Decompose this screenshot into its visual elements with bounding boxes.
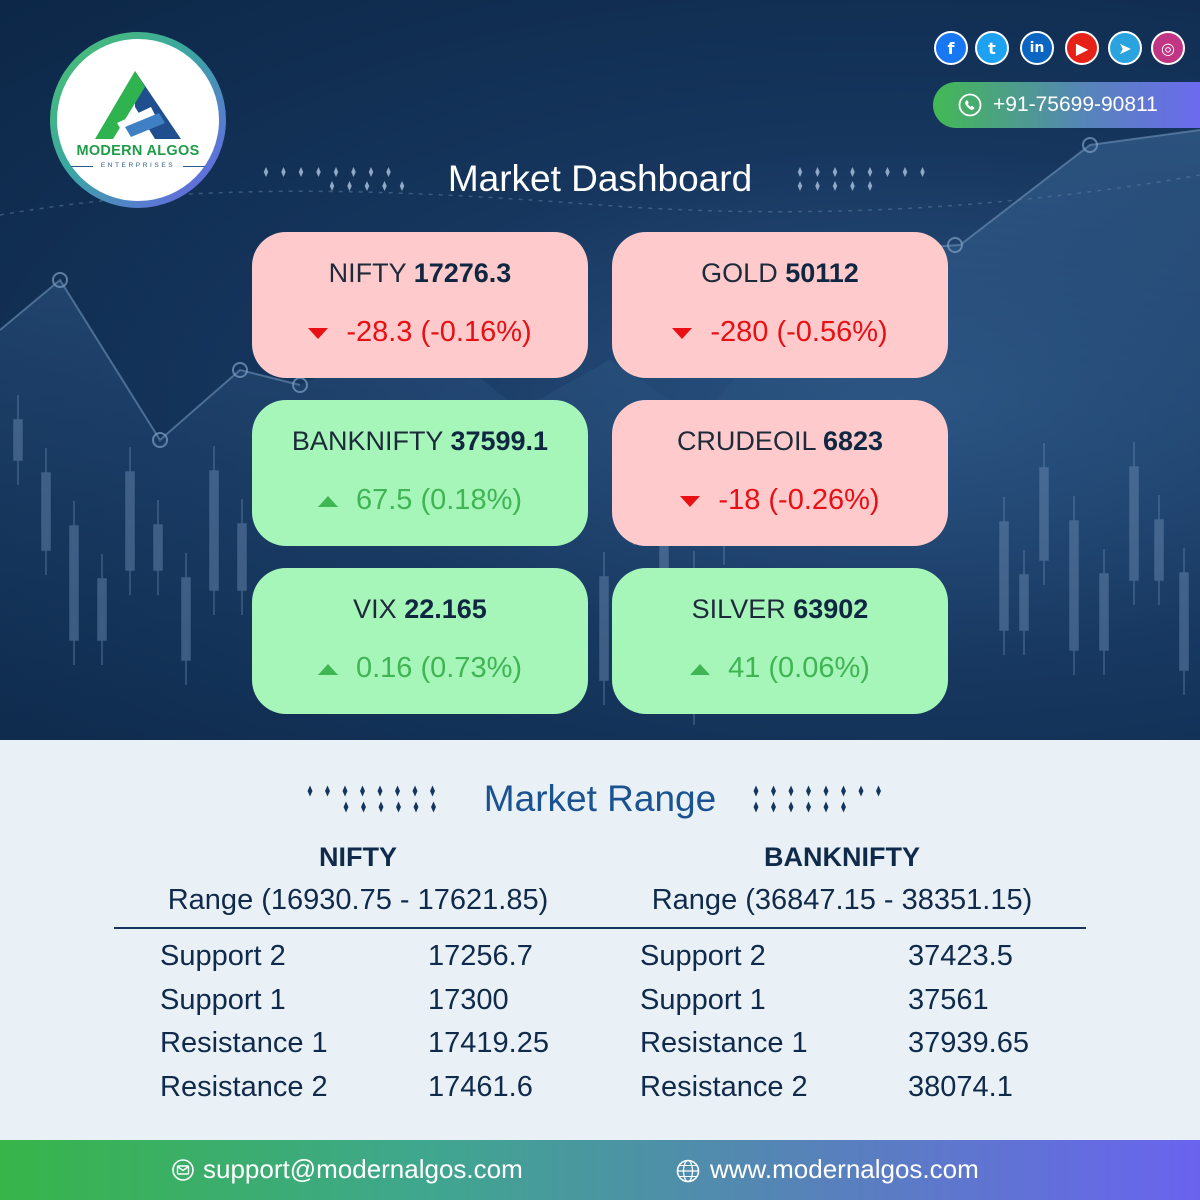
instrument-name: SILVER (691, 594, 786, 624)
support-email-link[interactable]: support@modernalgos.com (203, 1154, 523, 1184)
market-card-banknifty: BANKNIFTY 37599.1 67.5 (0.18%) (252, 400, 588, 546)
card-change: 41 (0.06%) (612, 652, 948, 685)
level-label: Resistance 2 (640, 1071, 808, 1103)
market-card-nifty: NIFTY 17276.3 -28.3 (-0.16%) (252, 232, 588, 378)
triangle-up-icon (317, 495, 338, 507)
card-title: NIFTY 17276.3 (252, 258, 588, 289)
mountain-logo-icon (95, 71, 181, 139)
telegram-icon[interactable]: ➤ (1108, 31, 1142, 65)
instrument-name: VIX (353, 594, 397, 624)
globe-icon (676, 1159, 700, 1183)
facebook-icon[interactable]: f (934, 31, 968, 65)
price-change: -18 (-0.26%) (718, 484, 880, 516)
dashboard-title: Market Dashboard (447, 158, 753, 199)
price-change: 67.5 (0.18%) (355, 484, 523, 516)
range-title: Market Range (483, 778, 717, 819)
triangle-up-icon (317, 663, 338, 675)
dashboard-hero: MODERN ALGOS ENTERPRISES f t in ▶ ➤ ◎ +91-756… (0, 0, 1200, 740)
social-glyph: ◎ (1161, 38, 1175, 58)
logo-rule-left (71, 166, 93, 167)
instagram-icon[interactable]: ◎ (1151, 31, 1185, 65)
price-change: -28.3 (-0.16%) (346, 316, 532, 348)
card-change: -28.3 (-0.16%) (252, 316, 588, 349)
social-glyph: in (1029, 40, 1045, 56)
card-title: GOLD 50112 (612, 258, 948, 289)
decorative-dots-right (797, 167, 925, 191)
logo-tagline: ENTERPRISES (100, 162, 176, 169)
linkedin-icon[interactable]: in (1020, 31, 1054, 65)
range-divider (114, 927, 1086, 929)
card-change: 0.16 (0.73%) (252, 652, 588, 685)
youtube-icon[interactable]: ▶ (1065, 31, 1099, 65)
level-value: 17419.25 (428, 1027, 549, 1059)
level-label: Resistance 1 (640, 1027, 808, 1059)
decorative-dots-right (753, 785, 881, 813)
triangle-down-icon (672, 327, 693, 339)
level-value: 37423.5 (908, 940, 1013, 972)
triangle-up-icon (690, 663, 711, 675)
level-value: 38074.1 (908, 1071, 1013, 1103)
level-value: 17256.7 (428, 940, 533, 972)
phone-icon (958, 93, 982, 117)
level-value: 17300 (428, 984, 509, 1016)
market-card-crudeoil: CRUDEOIL 6823 -18 (-0.26%) (612, 400, 948, 546)
card-change: -280 (-0.56%) (612, 316, 948, 349)
website-link[interactable]: www.modernalgos.com (710, 1154, 979, 1184)
level-label: Support 1 (640, 984, 766, 1016)
card-change: -18 (-0.26%) (612, 484, 948, 517)
email-icon (172, 1159, 194, 1181)
decorative-dots-left (307, 785, 436, 813)
phone-contact[interactable]: +91-75699-90811 (933, 82, 1200, 128)
level-label: Resistance 1 (160, 1027, 328, 1059)
instrument-name: GOLD (701, 258, 778, 288)
instrument-price: 63902 (793, 594, 869, 624)
instrument-price: 22.165 (404, 594, 487, 624)
market-card-silver: SILVER 63902 41 (0.06%) (612, 568, 948, 714)
card-title: CRUDEOIL 6823 (612, 426, 948, 457)
instrument-price: 37599.1 (450, 426, 549, 456)
card-title: SILVER 63902 (612, 594, 948, 625)
card-title: VIX 22.165 (252, 594, 588, 625)
logo-rule-right (183, 166, 205, 167)
nifty-range-span: Range (16930.75 - 17621.85) (167, 884, 549, 916)
instrument-price: 6823 (822, 426, 884, 456)
phone-number: +91-75699-90811 (993, 93, 1158, 116)
nifty-range-heading: NIFTY (319, 842, 397, 872)
level-label: Support 2 (160, 940, 286, 972)
social-glyph: t (988, 38, 996, 58)
instrument-name: CRUDEOIL (676, 426, 816, 456)
level-label: Support 2 (640, 940, 766, 972)
market-card-gold: GOLD 50112 -280 (-0.56%) (612, 232, 948, 378)
level-label: Resistance 2 (160, 1071, 328, 1103)
banknifty-range-span: Range (36847.15 - 38351.15) (651, 884, 1033, 916)
price-change: 41 (0.06%) (728, 652, 870, 684)
price-change: -280 (-0.56%) (710, 316, 888, 348)
logo-wordmark: MODERN ALGOS (76, 143, 200, 159)
social-glyph: ▶ (1075, 38, 1089, 58)
price-change: 0.16 (0.73%) (355, 652, 523, 684)
social-glyph: f (947, 38, 955, 58)
instrument-name: NIFTY (328, 258, 407, 288)
triangle-down-icon (680, 495, 701, 507)
banknifty-range-heading: BANKNIFTY (764, 842, 920, 872)
triangle-down-icon (308, 327, 329, 339)
company-logo: MODERN ALGOS ENTERPRISES (50, 32, 226, 208)
decorative-dots-left (263, 167, 405, 191)
twitter-icon[interactable]: t (975, 31, 1009, 65)
level-value: 17461.6 (428, 1071, 533, 1103)
social-glyph: ➤ (1118, 38, 1132, 58)
market-card-vix: VIX 22.165 0.16 (0.73%) (252, 568, 588, 714)
level-label: Support 1 (160, 984, 286, 1016)
card-title: BANKNIFTY 37599.1 (252, 426, 588, 457)
level-value: 37561 (908, 984, 989, 1016)
card-change: 67.5 (0.18%) (252, 484, 588, 517)
level-value: 37939.65 (908, 1027, 1029, 1059)
instrument-price: 50112 (785, 258, 859, 288)
footer: support@modernalgos.com www.modernalgos.… (0, 1140, 1200, 1200)
instrument-name: BANKNIFTY (291, 426, 443, 456)
instrument-price: 17276.3 (413, 258, 512, 288)
